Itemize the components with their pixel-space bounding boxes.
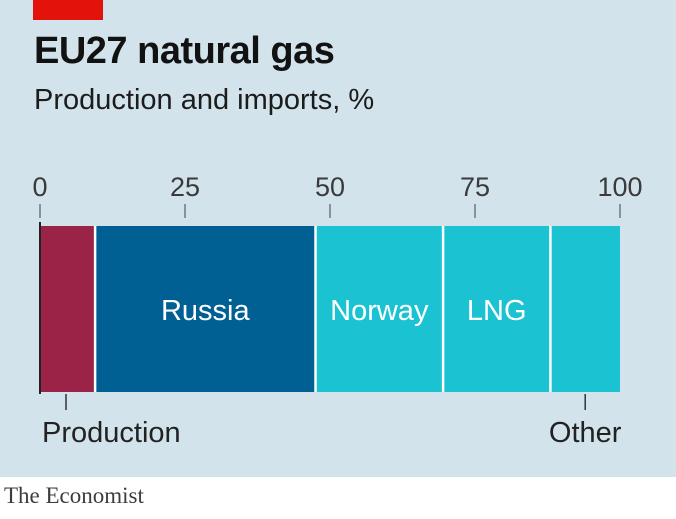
- stacked-bar-chart: 0 25 50 75 100 Production Russia Norway LNG Other: [32, 172, 642, 449]
- chart-subtitle: Production and imports, %: [34, 84, 375, 116]
- brand-tag: [33, 0, 103, 20]
- x-tick-label: 25: [170, 172, 200, 202]
- chart-panel: EU27 natural gas Production and imports,…: [0, 0, 676, 477]
- bar-segment-production: [40, 226, 96, 392]
- x-tick-label: 0: [32, 172, 47, 202]
- segment-annotation: Other: [549, 417, 622, 449]
- segment-label: Russia: [161, 295, 251, 327]
- x-tick-label: 75: [460, 172, 490, 202]
- source-credit: The Economist: [4, 483, 144, 508]
- x-tick-label: 50: [315, 172, 345, 202]
- segment-label: Norway: [330, 295, 429, 327]
- x-tick-label: 100: [597, 172, 642, 202]
- chart-title: EU27 natural gas: [34, 30, 335, 72]
- bar-segment-norway: [315, 226, 444, 392]
- bar-segment-lng: [443, 226, 551, 392]
- bar-segment-russia: [95, 226, 316, 392]
- segment-label: LNG: [467, 295, 527, 327]
- segment-annotation: Production: [42, 417, 181, 449]
- bar-segment-other: [550, 226, 620, 392]
